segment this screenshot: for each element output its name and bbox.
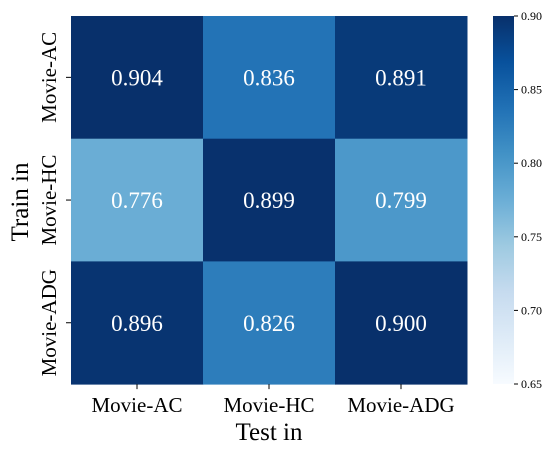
x-tick-label: Movie-ADG: [347, 393, 454, 417]
heatmap-cell-labels: 0.904 0.836 0.891 0.776 0.899 0.799 0.896 0.826…: [111, 65, 427, 335]
colorbar: [493, 16, 514, 384]
heatmap-cell: [335, 138, 468, 262]
x-axis-label: Test in: [236, 419, 303, 446]
x-tick-label: Movie-AC: [92, 393, 183, 417]
heatmap-cell: [71, 261, 204, 385]
y-tick-label: Movie-HC: [37, 155, 61, 246]
heatmap-cell: [335, 16, 468, 140]
heatmap-cell: [71, 16, 204, 140]
heatmap-cell: [335, 261, 468, 385]
colorbar-tick-label: 0.85: [521, 83, 542, 97]
colorbar-gradient: [493, 16, 514, 384]
heatmap-cell: [203, 261, 336, 385]
heatmap-cell: [203, 138, 336, 262]
colorbar-tick-label: 0.90: [521, 9, 542, 23]
cell-value-label: 0.900: [375, 311, 427, 336]
cell-value-label: 0.799: [375, 188, 427, 213]
colorbar-tick-label: 0.65: [521, 377, 542, 391]
y-tick-label: Movie-AC: [37, 32, 61, 123]
y-axis-ticks: Movie-AC Movie-HC Movie-ADG: [37, 32, 71, 376]
cell-value-label: 0.899: [243, 188, 295, 213]
x-axis-ticks: Movie-AC Movie-HC Movie-ADG: [92, 384, 455, 417]
cell-value-label: 0.826: [243, 311, 295, 336]
cell-value-label: 0.896: [111, 311, 163, 336]
heatmap-cells: [71, 16, 468, 385]
y-axis-label: Train in: [7, 162, 34, 241]
colorbar-tick-label: 0.75: [521, 230, 542, 244]
x-tick-label: Movie-HC: [224, 393, 315, 417]
colorbar-tick-label: 0.70: [521, 303, 542, 317]
colorbar-tick-label: 0.80: [521, 156, 542, 170]
cell-value-label: 0.891: [375, 65, 427, 90]
cell-value-label: 0.836: [243, 65, 295, 90]
colorbar-ticks: 0.65 0.70 0.75 0.80 0.85 0.90: [514, 9, 542, 391]
cell-value-label: 0.776: [111, 188, 163, 213]
heatmap-cell: [71, 138, 204, 262]
heatmap-cell: [203, 16, 336, 140]
cell-value-label: 0.904: [111, 65, 163, 90]
y-tick-label: Movie-ADG: [37, 269, 61, 376]
